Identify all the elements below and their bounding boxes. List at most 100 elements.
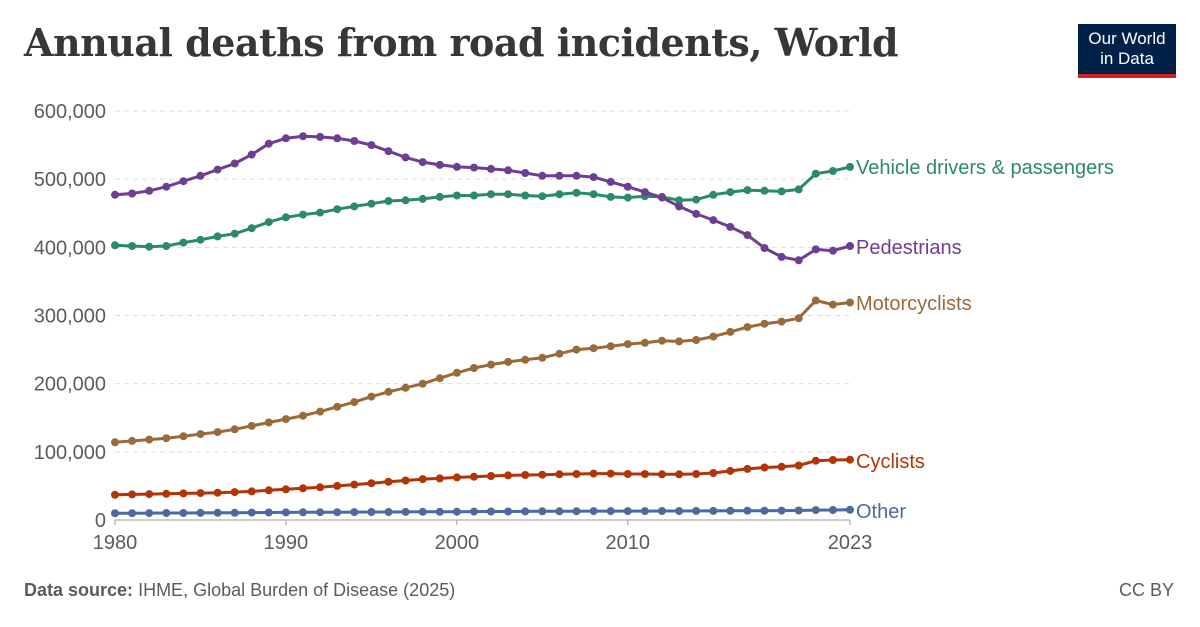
x-tick-label: 1990 [264, 532, 309, 554]
data-point [640, 470, 649, 478]
data-point [692, 470, 701, 478]
data-point [435, 160, 444, 169]
data-point [743, 506, 752, 515]
data-point [777, 462, 786, 471]
data-point [623, 182, 632, 191]
data-point [281, 213, 290, 222]
data-point [145, 435, 154, 444]
data-point [504, 471, 513, 480]
data-point [299, 411, 307, 420]
data-point [640, 338, 649, 347]
data-point [162, 242, 171, 250]
logo-line-1: Our World [1088, 29, 1166, 48]
data-point [777, 252, 786, 261]
data-point [145, 490, 154, 499]
data-point [606, 507, 615, 516]
data-point [675, 470, 684, 479]
data-point [709, 506, 718, 515]
data-point [435, 192, 444, 201]
data-point [401, 196, 410, 205]
data-point [709, 190, 718, 199]
data-point [606, 342, 615, 351]
data-point [470, 507, 478, 516]
data-source: Data source: IHME, Global Burden of Dise… [24, 580, 455, 601]
data-point [487, 472, 495, 480]
owid-logo[interactable]: Our World in Data [1078, 24, 1176, 78]
data-point [846, 242, 854, 250]
x-tick-label: 2000 [435, 532, 480, 554]
data-point [521, 471, 530, 479]
data-point [264, 139, 273, 148]
data-point [452, 191, 461, 200]
data-point [589, 469, 598, 478]
data-point [743, 231, 752, 240]
data-point [692, 195, 701, 204]
data-point [333, 481, 342, 490]
data-point [521, 169, 530, 177]
data-point [521, 191, 530, 200]
data-point [709, 216, 718, 225]
data-point [316, 508, 325, 517]
data-point [623, 340, 632, 349]
data-point [794, 185, 803, 194]
x-axis: 1980 1990 2000 2010 2023 [93, 519, 872, 554]
series-label-motorcyclists: Motorcyclists [856, 293, 972, 315]
data-point [264, 418, 273, 427]
data-point [299, 210, 307, 219]
data-point [760, 319, 769, 328]
data-point [811, 245, 820, 254]
data-point [128, 436, 137, 445]
data-point [435, 374, 444, 383]
data-point [811, 506, 820, 515]
data-point [623, 507, 632, 516]
data-point [640, 507, 649, 516]
logo-line-2: in Data [1100, 49, 1154, 68]
data-point [675, 196, 684, 205]
data-point [145, 509, 154, 518]
data-point [470, 191, 478, 200]
data-point [846, 455, 854, 464]
data-point [247, 508, 256, 517]
data-point [675, 337, 684, 346]
data-point [777, 317, 786, 326]
data-point [811, 169, 820, 178]
data-point [401, 507, 410, 516]
data-point [145, 242, 154, 251]
data-point [606, 469, 615, 478]
data-point [658, 507, 666, 515]
data-point [128, 242, 137, 250]
data-point [487, 190, 495, 199]
data-point [230, 159, 239, 168]
data-point [538, 171, 547, 180]
data-point [487, 507, 495, 516]
data-point [538, 507, 547, 516]
data-point [401, 153, 410, 162]
data-point [623, 470, 632, 478]
data-point [281, 134, 290, 143]
data-point [452, 507, 461, 516]
data-point [760, 506, 769, 515]
x-tick-label: 1980 [93, 532, 138, 554]
license-link[interactable]: CC BY [1118, 580, 1174, 600]
data-point [692, 209, 701, 218]
data-point [128, 189, 137, 198]
data-point [828, 456, 837, 464]
data-point [846, 505, 854, 514]
y-tick-label: 200,000 [34, 374, 106, 396]
data-point [418, 507, 427, 516]
data-point [555, 470, 564, 479]
data-point [828, 167, 837, 175]
data-point [794, 314, 803, 323]
data-point [435, 474, 444, 483]
data-point [589, 507, 598, 516]
data-point [572, 507, 581, 516]
x-tick-label: 2010 [606, 532, 651, 554]
data-point [350, 398, 359, 407]
data-point [555, 190, 564, 199]
data-point [743, 186, 752, 195]
y-tick-label: 0 [95, 510, 106, 532]
y-tick-label: 100,000 [34, 442, 106, 464]
data-point [760, 244, 769, 252]
data-point [521, 507, 530, 516]
data-point [281, 485, 290, 494]
